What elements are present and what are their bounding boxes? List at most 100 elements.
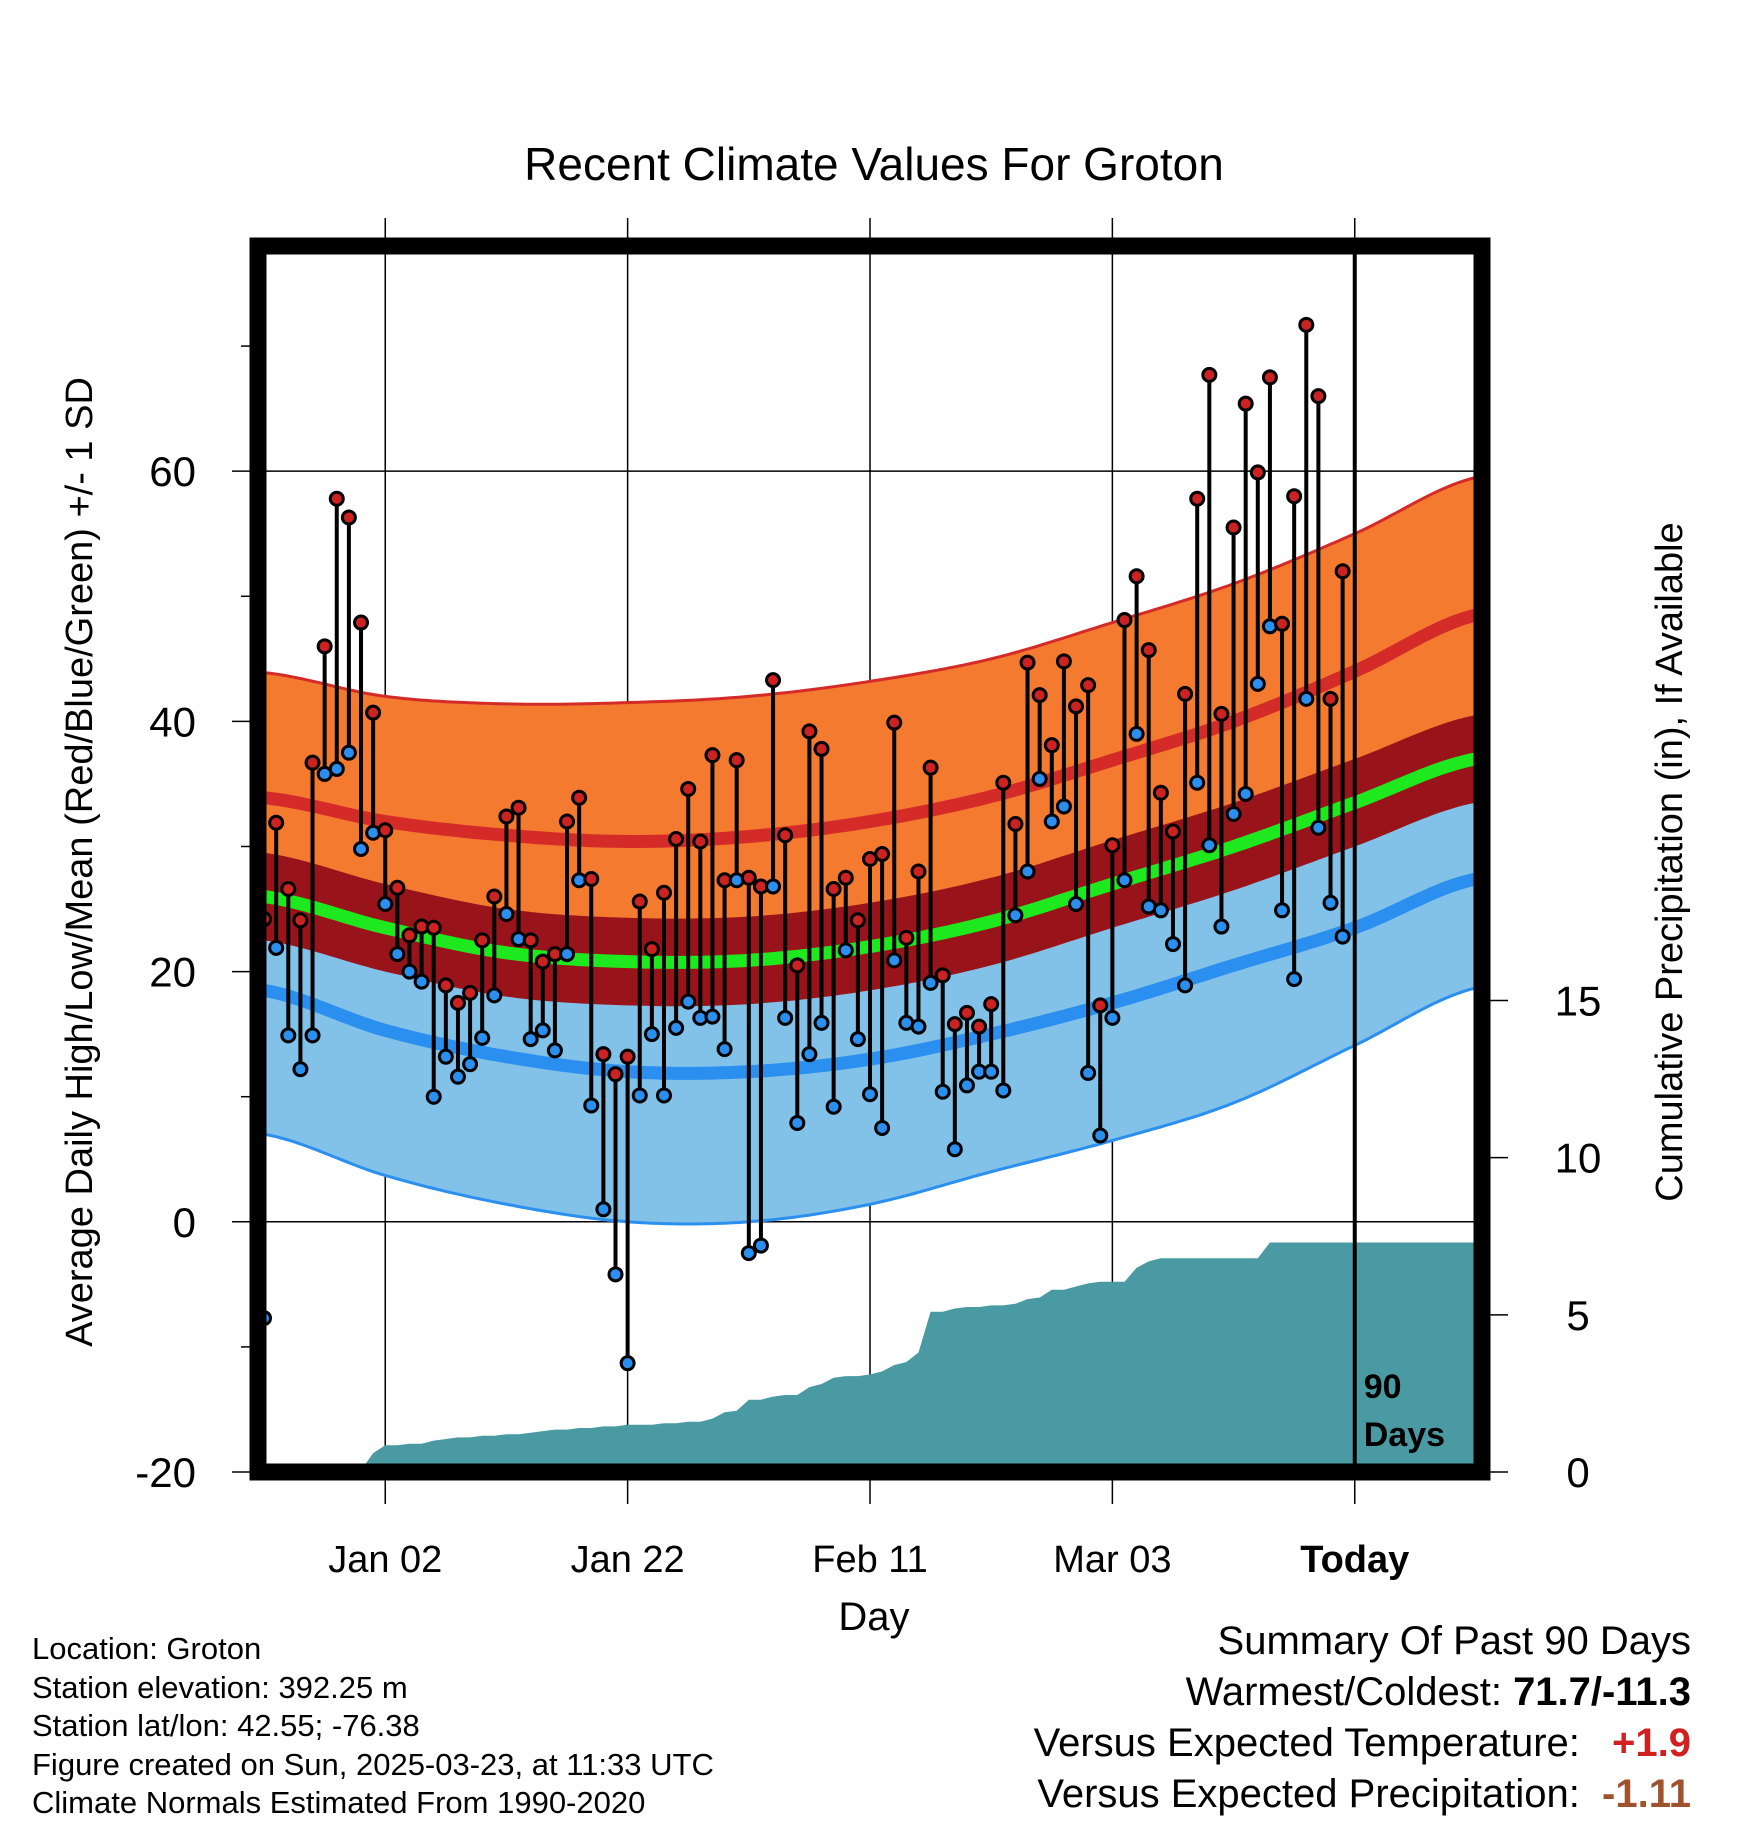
high-temp-point — [946, 1016, 963, 1033]
low-temp-point — [1128, 725, 1145, 742]
high-temp-point — [837, 869, 854, 886]
high-temp-point — [280, 881, 297, 898]
high-temp-point — [1152, 784, 1169, 801]
low-temp-point — [619, 1355, 636, 1372]
high-temp-point — [1031, 687, 1048, 704]
high-temp-point — [704, 747, 721, 764]
y-tick-label-left: 0 — [173, 1199, 196, 1246]
precip-label: Versus Expected Precipitation: — [1037, 1772, 1580, 1816]
low-temp-point — [1164, 936, 1181, 953]
low-temp-point — [1189, 774, 1206, 791]
low-temp-point — [1019, 863, 1036, 880]
low-temp-point — [522, 1031, 539, 1048]
y-tick-label-right: 10 — [1555, 1135, 1602, 1182]
high-temp-point — [874, 845, 891, 862]
low-temp-point — [1031, 770, 1048, 787]
low-temp-point — [425, 1088, 442, 1105]
high-temp-point — [1213, 705, 1230, 722]
high-temp-point — [498, 808, 515, 825]
low-temp-point — [740, 1245, 757, 1262]
low-temp-point — [1237, 785, 1254, 802]
high-temp-point — [522, 932, 539, 949]
summary-precip: Versus Expected Precipitation: -1.11 — [1034, 1769, 1691, 1820]
low-temp-point — [1334, 928, 1351, 945]
high-temp-point — [801, 723, 818, 740]
high-temp-point — [898, 929, 915, 946]
high-temp-point — [1140, 642, 1157, 659]
low-temp-point — [401, 963, 418, 980]
high-temp-point — [958, 1004, 975, 1021]
high-temp-point — [1104, 837, 1121, 854]
high-temp-point — [886, 714, 903, 731]
low-temp-point — [825, 1098, 842, 1115]
low-temp-point — [874, 1119, 891, 1136]
today-marker-label-days-word: Days — [1364, 1416, 1445, 1454]
high-temp-point — [1237, 395, 1254, 412]
summary-warm-cold: Warmest/Coldest: 71.7/-11.3 — [1034, 1667, 1691, 1718]
high-temp-point — [268, 814, 285, 831]
high-temp-point — [353, 614, 370, 631]
low-temp-point — [704, 1008, 721, 1025]
high-normal-line — [263, 608, 1478, 848]
x-axis-label: Day — [838, 1595, 909, 1639]
high-temp-point — [425, 919, 442, 936]
high-temp-point — [1068, 698, 1085, 715]
high-temp-point — [619, 1048, 636, 1065]
low-band-lower-edge — [263, 986, 1477, 1226]
low-temp-point — [801, 1046, 818, 1063]
low-temp-point — [559, 946, 576, 963]
y-tick-label-right: 15 — [1555, 977, 1602, 1024]
y-tick-label-left: -20 — [135, 1449, 196, 1496]
low-temp-point — [1274, 902, 1291, 919]
low-temp-point — [353, 840, 370, 857]
low-temp-point — [1310, 819, 1327, 836]
low-temp-point — [1286, 971, 1303, 988]
low-temp-point — [983, 1063, 1000, 1080]
info-location: Location: Groton — [32, 1631, 262, 1666]
plot-frame — [249, 237, 1491, 1481]
low-temp-point — [268, 939, 285, 956]
high-temp-point — [1164, 823, 1181, 840]
low-temp-point — [1249, 675, 1266, 692]
low-temp-point — [995, 1082, 1012, 1099]
high-temp-point — [1043, 737, 1060, 754]
low-temp-point — [777, 1009, 794, 1026]
low-temp-point — [668, 1019, 685, 1036]
low-temp-point — [462, 1056, 479, 1073]
temp-value: +1.9 — [1612, 1721, 1691, 1765]
high-temp-point — [1007, 815, 1024, 832]
high-temp-point — [328, 490, 345, 507]
high-temp-point — [655, 884, 672, 901]
high-temp-point — [813, 740, 830, 757]
high-temp-point — [510, 799, 527, 816]
high-temp-point — [1298, 316, 1315, 333]
high-temp-point — [340, 509, 357, 526]
high-temp-point — [474, 932, 491, 949]
high-temp-point — [668, 830, 685, 847]
high-temp-point — [995, 774, 1012, 791]
info-created: Figure created on Sun, 2025-03-23, at 11… — [32, 1746, 714, 1782]
low-temp-point — [474, 1029, 491, 1046]
y-tick-label-left: 40 — [149, 698, 196, 745]
low-temp-point — [1298, 690, 1315, 707]
high-temp-point — [534, 953, 551, 970]
high-temp-point — [401, 927, 418, 944]
info-normals: Climate Normals Estimated From 1990-2020 — [32, 1785, 646, 1820]
x-tick-label: Today — [1300, 1539, 1409, 1581]
x-tick-label: Feb 11 — [812, 1539, 927, 1581]
high-temp-point — [437, 977, 454, 994]
low-temp-point — [498, 906, 515, 923]
high-temp-point — [643, 941, 660, 958]
low-temp-point — [583, 1097, 600, 1114]
low-temp-point — [934, 1083, 951, 1100]
low-temp-point — [1201, 837, 1218, 854]
low-temp-point — [534, 1022, 551, 1039]
y-axis-label-left: Average Daily High/Low/Mean (Red/Blue/Gr… — [59, 377, 101, 1347]
low-temp-point — [413, 973, 430, 990]
low-temp-point — [631, 1087, 648, 1104]
high-temp-point — [1092, 997, 1109, 1014]
high-temp-point — [1177, 685, 1194, 702]
low-temp-point — [655, 1087, 672, 1104]
low-temp-point — [680, 993, 697, 1010]
